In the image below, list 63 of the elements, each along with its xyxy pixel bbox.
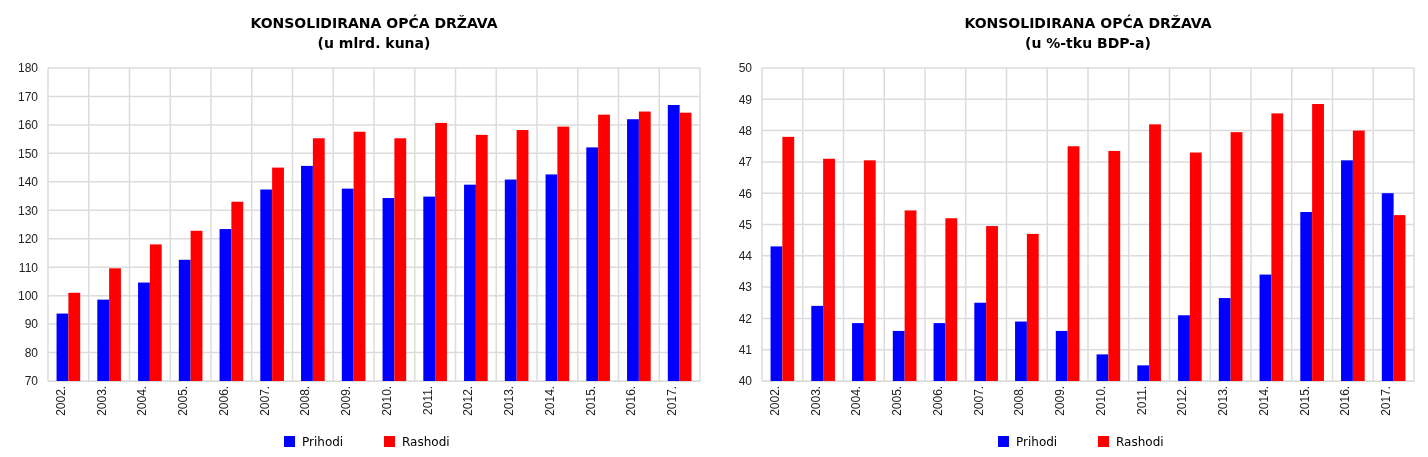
x-tick-label: 2004. xyxy=(849,385,864,416)
y-tick-label: 50 xyxy=(738,61,753,76)
y-tick-label: 170 xyxy=(17,89,39,104)
x-tick-label: 2002. xyxy=(53,385,68,416)
x-tick-label: 2015. xyxy=(1297,385,1312,416)
x-tick-label: 2009. xyxy=(339,385,354,416)
x-tick-label: 2016. xyxy=(624,385,639,416)
y-tick-label: 130 xyxy=(17,203,39,218)
x-tick-label: 2006. xyxy=(216,385,231,416)
x-tick-label: 2014. xyxy=(542,385,557,416)
y-tick-label: 48 xyxy=(738,123,753,138)
x-tick-label: 2015. xyxy=(583,385,598,416)
y-tick-label: 150 xyxy=(17,146,39,161)
x-tick-label: 2007. xyxy=(971,385,986,416)
x-tick-label: 2008. xyxy=(1012,385,1027,416)
y-tick-label: 110 xyxy=(18,260,39,275)
y-tick-label: 160 xyxy=(17,118,39,133)
x-tick-label: 2006. xyxy=(930,385,945,416)
chart-subtitle: (u mlrd. kuna) xyxy=(317,35,431,51)
x-tick-label: 2017. xyxy=(1379,385,1394,416)
y-tick-label: 46 xyxy=(738,186,753,201)
y-tick-label: 80 xyxy=(24,345,39,360)
x-tick-label: 2014. xyxy=(1256,385,1271,416)
x-tick-label: 2009. xyxy=(1053,385,1068,416)
legend-label: Rashodi xyxy=(1116,435,1164,449)
x-tick-label: 2005. xyxy=(890,385,905,416)
x-tick-label: 2011. xyxy=(420,385,435,415)
chart-title: KONSOLIDIRANA OPĆA DRŽAVA xyxy=(250,14,498,31)
x-tick-label: 2012. xyxy=(461,385,476,416)
y-tick-label: 41 xyxy=(738,343,753,358)
x-tick-label: 2017. xyxy=(665,385,680,416)
y-tick-label: 140 xyxy=(17,175,39,190)
legend-label: Rashodi xyxy=(402,435,450,449)
x-tick-label: 2013. xyxy=(1216,385,1231,416)
y-tick-label: 43 xyxy=(738,280,753,295)
x-tick-label: 2010. xyxy=(379,385,394,416)
x-tick-label: 2004. xyxy=(135,385,150,416)
y-tick-label: 90 xyxy=(24,317,39,332)
y-tick-label: 100 xyxy=(17,288,39,303)
x-tick-label: 2007. xyxy=(257,385,272,416)
y-tick-label: 45 xyxy=(738,217,753,232)
x-tick-label: 2011. xyxy=(1134,385,1149,415)
legend-label: Prihodi xyxy=(1016,435,1058,449)
x-tick-label: 2002. xyxy=(767,385,782,416)
chart-title: KONSOLIDIRANA OPĆA DRŽAVA xyxy=(964,14,1212,31)
x-tick-label: 2010. xyxy=(1093,385,1108,416)
y-tick-label: 70 xyxy=(24,374,39,389)
legend-label: Prihodi xyxy=(302,435,344,449)
x-tick-label: 2003. xyxy=(94,385,109,416)
x-tick-label: 2012. xyxy=(1175,385,1190,416)
x-tick-label: 2005. xyxy=(176,385,191,416)
y-tick-label: 44 xyxy=(738,249,753,264)
y-tick-label: 42 xyxy=(738,311,753,326)
y-tick-label: 47 xyxy=(738,155,753,170)
y-tick-label: 49 xyxy=(738,92,753,107)
y-tick-label: 40 xyxy=(738,374,753,389)
x-tick-label: 2003. xyxy=(808,385,823,416)
x-tick-label: 2016. xyxy=(1338,385,1353,416)
y-tick-label: 180 xyxy=(17,61,39,76)
y-tick-label: 120 xyxy=(17,232,39,247)
x-tick-label: 2013. xyxy=(502,385,517,416)
x-tick-label: 2008. xyxy=(298,385,313,416)
chart-subtitle: (u %-tku BDP-a) xyxy=(1025,35,1151,51)
